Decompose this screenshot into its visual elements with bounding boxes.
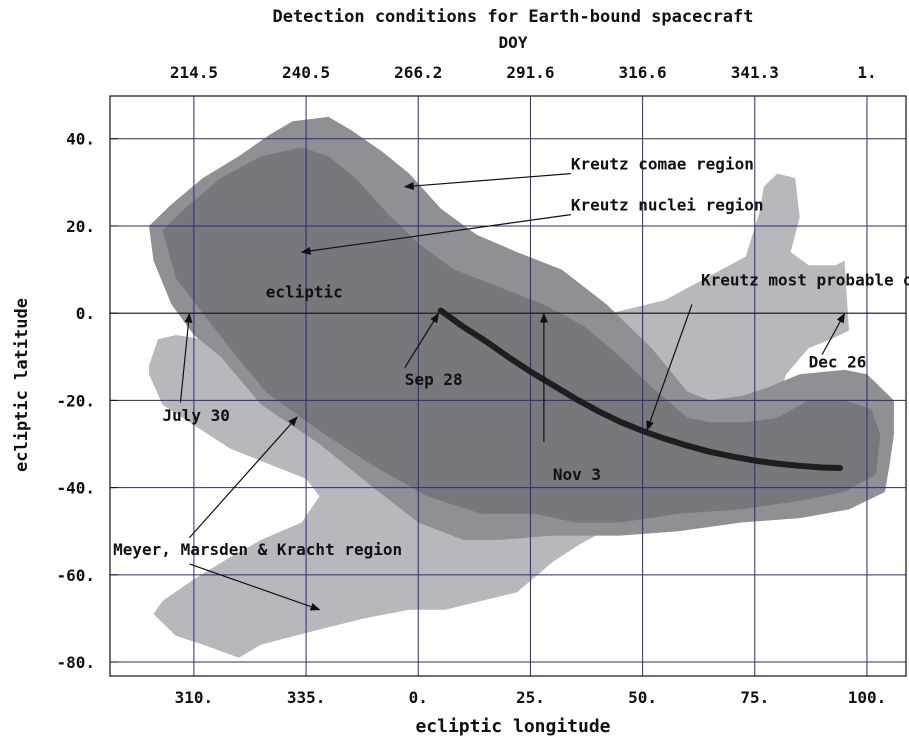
x-tick-label: 25. — [516, 688, 545, 707]
y-tick-label: 40. — [66, 130, 95, 149]
y-tick-label: -20. — [56, 391, 95, 410]
july30-label: July 30 — [162, 406, 229, 425]
ecliptic-label: ecliptic — [266, 282, 343, 301]
annotation-arrow — [821, 312, 846, 355]
annotation-arrow — [403, 173, 571, 190]
y-axis-label: ecliptic latitude — [12, 298, 32, 472]
region-nuclei — [162, 147, 881, 523]
orbit-label: Kreutz most probable orbit — [701, 271, 909, 290]
regions-layer — [149, 116, 894, 658]
annotation-arrow — [300, 214, 571, 255]
annotation-arrow — [404, 312, 439, 369]
top-tick-label: 291.6 — [506, 63, 554, 82]
top-tick-label: 240.5 — [282, 63, 330, 82]
top-tick-label: 316.6 — [619, 63, 667, 82]
y-tick-label: 20. — [66, 217, 95, 236]
mmk-label: Meyer, Marsden & Kracht region — [113, 540, 402, 559]
x-axis-ticks: 310. 335. 0. 25. 50. 75. 100. — [175, 688, 887, 707]
nov3-label: Nov 3 — [553, 465, 601, 484]
x-tick-label: 75. — [740, 688, 769, 707]
grid-layer — [110, 96, 906, 676]
x-tick-label: 0. — [409, 688, 428, 707]
nuclei-label: Kreutz nuclei region — [571, 196, 764, 215]
annotation-arrow — [646, 304, 693, 431]
annotation-arrow — [188, 416, 298, 539]
top-axis-label: DOY — [499, 33, 528, 52]
top-tick-label: 341.3 — [731, 63, 779, 82]
top-tick-label: 214.5 — [170, 63, 218, 82]
top-tick-label: 1. — [857, 63, 876, 82]
x-axis-label: ecliptic longitude — [415, 716, 610, 737]
plot-area — [109, 95, 907, 677]
annotation-arrow — [189, 563, 321, 611]
orbit-line — [437, 307, 843, 471]
x-tick-label: 50. — [628, 688, 657, 707]
top-axis-ticks: 214.5 240.5 266.2 291.6 316.6 341.3 1. — [170, 63, 877, 82]
chart-title: Detection conditions for Earth-bound spa… — [272, 7, 753, 27]
series-layer — [437, 307, 843, 471]
y-axis-ticks: 40. 20. 0. -20. -40. -60. -80. — [56, 130, 118, 672]
x-tick-label: 310. — [175, 688, 214, 707]
y-tick-label: -40. — [56, 479, 95, 498]
comae-label: Kreutz comae region — [571, 154, 754, 173]
x-tick-label: 100. — [848, 688, 887, 707]
plot-frame — [109, 95, 907, 677]
annotation-arrow — [179, 312, 193, 403]
sep28-label: Sep 28 — [405, 370, 463, 389]
top-tick-label: 266.2 — [394, 63, 442, 82]
annotations-layer: Kreutz comae region Kreutz nuclei region K… — [113, 154, 909, 611]
y-tick-label: -80. — [56, 653, 95, 672]
y-tick-label: -60. — [56, 566, 95, 585]
dec26-label: Dec 26 — [809, 353, 867, 372]
y-tick-label: 0. — [76, 304, 95, 323]
x-tick-label: 335. — [287, 688, 326, 707]
